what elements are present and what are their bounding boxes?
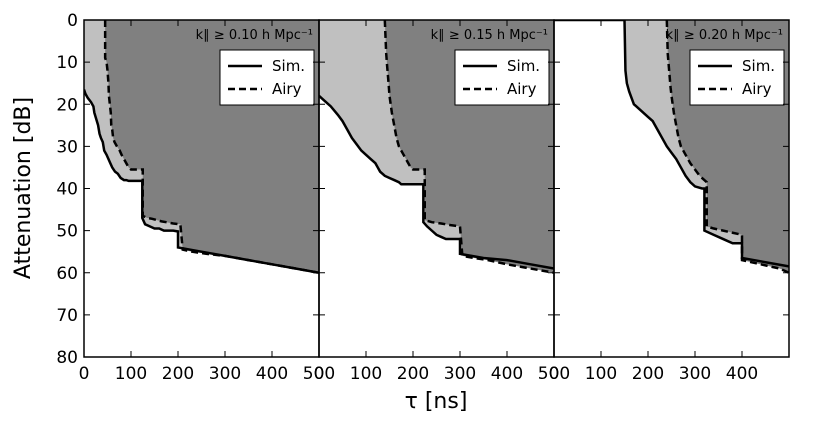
x-tick-label: 300 bbox=[679, 364, 711, 384]
legend-label: Airy bbox=[742, 80, 772, 98]
plot-layer bbox=[84, 20, 789, 274]
y-tick-label: 30 bbox=[56, 137, 78, 157]
legend-label: Sim. bbox=[272, 57, 305, 75]
x-tick-label: 300 bbox=[209, 364, 241, 384]
legend-box bbox=[689, 49, 785, 106]
x-tick-label: 400 bbox=[256, 364, 288, 384]
x-tick-label: 0 bbox=[79, 364, 90, 384]
x-tick-label: 500 bbox=[538, 364, 570, 384]
y-tick-label: 50 bbox=[56, 222, 78, 242]
x-tick-label: 200 bbox=[632, 364, 664, 384]
legend-label: Sim. bbox=[742, 57, 775, 75]
legend-box bbox=[454, 49, 550, 106]
y-tick-label: 0 bbox=[67, 11, 78, 31]
x-tick-label: 0 bbox=[549, 364, 560, 384]
x-tick-label: 100 bbox=[350, 364, 382, 384]
legend-label: Airy bbox=[272, 80, 302, 98]
y-tick-label: 70 bbox=[56, 306, 78, 326]
airy-line bbox=[383, 20, 554, 274]
x-axis-title: τ [ns] bbox=[405, 389, 468, 414]
x-tick-label: 200 bbox=[162, 364, 194, 384]
condition-label: k∥ ≥ 0.10 h Mpc⁻¹ bbox=[196, 28, 313, 43]
sim-line bbox=[319, 94, 554, 270]
legend-label: Airy bbox=[507, 80, 537, 98]
sim-line bbox=[84, 89, 319, 274]
condition-label: k∥ ≥ 0.20 h Mpc⁻¹ bbox=[666, 28, 783, 43]
airy-line bbox=[103, 20, 319, 274]
y-tick-label: 40 bbox=[56, 180, 78, 200]
y-tick-label: 10 bbox=[56, 53, 78, 73]
x-tick-label: 500 bbox=[303, 364, 335, 384]
x-tick-label: 0 bbox=[314, 364, 325, 384]
legend-label: Sim. bbox=[507, 57, 540, 75]
x-tick-label: 100 bbox=[115, 364, 147, 384]
legend: Sim. Airy bbox=[454, 49, 550, 106]
airy-line bbox=[665, 20, 789, 274]
y-tick-label: 20 bbox=[56, 95, 78, 115]
x-tick-label: 100 bbox=[585, 364, 617, 384]
x-tick-label: 400 bbox=[726, 364, 758, 384]
condition-label: k∥ ≥ 0.15 h Mpc⁻¹ bbox=[431, 28, 548, 43]
x-tick-label: 300 bbox=[444, 364, 476, 384]
legend-box bbox=[219, 49, 315, 106]
y-tick-label: 80 bbox=[56, 348, 78, 368]
y-tick-label: 60 bbox=[56, 264, 78, 284]
sim-line bbox=[554, 20, 789, 268]
legend: Sim. Airy bbox=[219, 49, 315, 106]
y-axis-title: Attenuation [dB] bbox=[11, 97, 36, 279]
x-tick-label: 200 bbox=[397, 364, 429, 384]
x-tick-label: 400 bbox=[491, 364, 523, 384]
legend: Sim. Airy bbox=[689, 49, 785, 106]
